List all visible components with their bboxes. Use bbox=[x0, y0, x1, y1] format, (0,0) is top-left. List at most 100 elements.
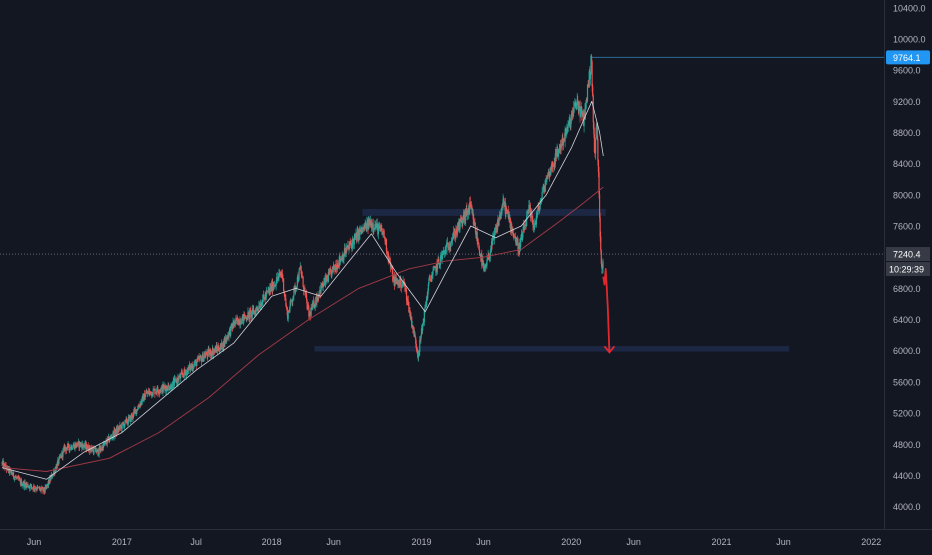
candle-body bbox=[515, 237, 517, 243]
candle-body bbox=[432, 269, 435, 271]
candle-body bbox=[507, 210, 509, 218]
candle-body bbox=[448, 247, 450, 250]
candle-body bbox=[526, 212, 528, 217]
candle-body bbox=[296, 277, 298, 287]
candle-body bbox=[164, 385, 166, 387]
candle-body bbox=[400, 277, 402, 288]
candle-body bbox=[275, 283, 277, 287]
time-tick-label: 2021 bbox=[711, 537, 731, 547]
candle-body bbox=[62, 450, 64, 457]
candle-body bbox=[536, 214, 538, 216]
candle-body bbox=[601, 268, 604, 270]
candle-body bbox=[551, 161, 554, 167]
time-tick-label: 2018 bbox=[262, 537, 282, 547]
candle-body bbox=[339, 256, 341, 262]
candle-body bbox=[337, 263, 339, 266]
candle-body bbox=[595, 127, 597, 139]
candle-body bbox=[277, 276, 280, 280]
candle-body bbox=[276, 277, 278, 284]
candle-body bbox=[601, 263, 603, 269]
candle-body bbox=[598, 194, 601, 218]
candle-body bbox=[30, 484, 32, 487]
candle-body bbox=[418, 353, 420, 358]
candle-body bbox=[152, 389, 154, 395]
candle-body bbox=[96, 449, 98, 453]
candle-body bbox=[389, 261, 392, 268]
candle-body bbox=[328, 270, 331, 274]
candle-body bbox=[376, 223, 378, 228]
candle-body bbox=[180, 374, 182, 379]
candle-body bbox=[531, 216, 533, 221]
candle-body bbox=[405, 290, 408, 301]
candle-body bbox=[41, 487, 43, 489]
candle-body bbox=[261, 305, 263, 307]
candle-body bbox=[524, 225, 526, 230]
candle-body bbox=[219, 349, 221, 352]
candle-body bbox=[98, 447, 100, 455]
candle-body bbox=[76, 443, 78, 447]
candle-body bbox=[58, 457, 60, 464]
candle-body bbox=[146, 392, 149, 394]
candle-body bbox=[415, 343, 417, 349]
candle-body bbox=[336, 268, 338, 270]
price-tick-label: 4000.0 bbox=[893, 502, 921, 512]
candle-body bbox=[415, 337, 417, 344]
candle-body bbox=[584, 103, 586, 120]
candle-body bbox=[582, 111, 584, 116]
candle-body bbox=[430, 278, 432, 280]
candle-body bbox=[362, 227, 364, 232]
candle-body bbox=[434, 266, 436, 268]
candle-body bbox=[490, 250, 492, 252]
candle-body bbox=[15, 476, 18, 478]
candle-body bbox=[127, 417, 130, 424]
candle-body bbox=[526, 216, 528, 227]
candle-body bbox=[538, 206, 540, 208]
time-axis[interactable]: Jun 2017 Jul 2018 Jun 2019 Jun 2020 Jun 2021 Jun 20… bbox=[27, 537, 881, 547]
candle-body bbox=[232, 322, 234, 329]
candle-body bbox=[68, 443, 70, 449]
candle-body bbox=[541, 191, 543, 199]
candle-body bbox=[542, 191, 544, 193]
candle-body bbox=[432, 270, 434, 275]
candle-body bbox=[245, 316, 247, 318]
high-price-label-bg bbox=[886, 50, 930, 65]
candle-body bbox=[29, 484, 31, 489]
candle-body bbox=[183, 369, 185, 378]
candle-body bbox=[104, 441, 106, 444]
candle-body bbox=[81, 443, 84, 449]
candle-body bbox=[22, 484, 24, 486]
candle-body bbox=[590, 56, 593, 62]
candle-body bbox=[407, 300, 409, 303]
candle-body bbox=[546, 175, 548, 179]
candle-body bbox=[168, 384, 170, 386]
candle-body bbox=[289, 299, 292, 306]
candle-body bbox=[352, 238, 354, 241]
candle-body bbox=[591, 61, 593, 87]
candle-body bbox=[237, 318, 239, 325]
candle-body bbox=[230, 325, 232, 336]
time-tick-label: Jun bbox=[626, 537, 641, 547]
candle-body bbox=[476, 232, 478, 242]
candle-body bbox=[196, 362, 198, 367]
candle-body bbox=[573, 107, 575, 114]
candle-body bbox=[433, 266, 435, 270]
candle-body bbox=[420, 328, 423, 336]
candle-body bbox=[322, 282, 324, 287]
candle-body bbox=[287, 310, 289, 320]
price-axis[interactable]: 4000.0 4400.0 4800.0 5200.0 5600.0 6000.0 6400… bbox=[893, 3, 926, 512]
candle-body bbox=[302, 276, 304, 287]
candle-body bbox=[516, 238, 519, 243]
candle-body bbox=[151, 394, 154, 396]
candle-body bbox=[346, 248, 348, 250]
candle-body bbox=[477, 241, 479, 244]
candle-body bbox=[160, 387, 162, 392]
candle-body bbox=[18, 477, 20, 480]
candle-body bbox=[180, 372, 182, 375]
candle-body bbox=[452, 236, 454, 239]
candle-body bbox=[544, 180, 547, 186]
candle-body bbox=[562, 141, 564, 146]
candle-body bbox=[72, 446, 74, 448]
